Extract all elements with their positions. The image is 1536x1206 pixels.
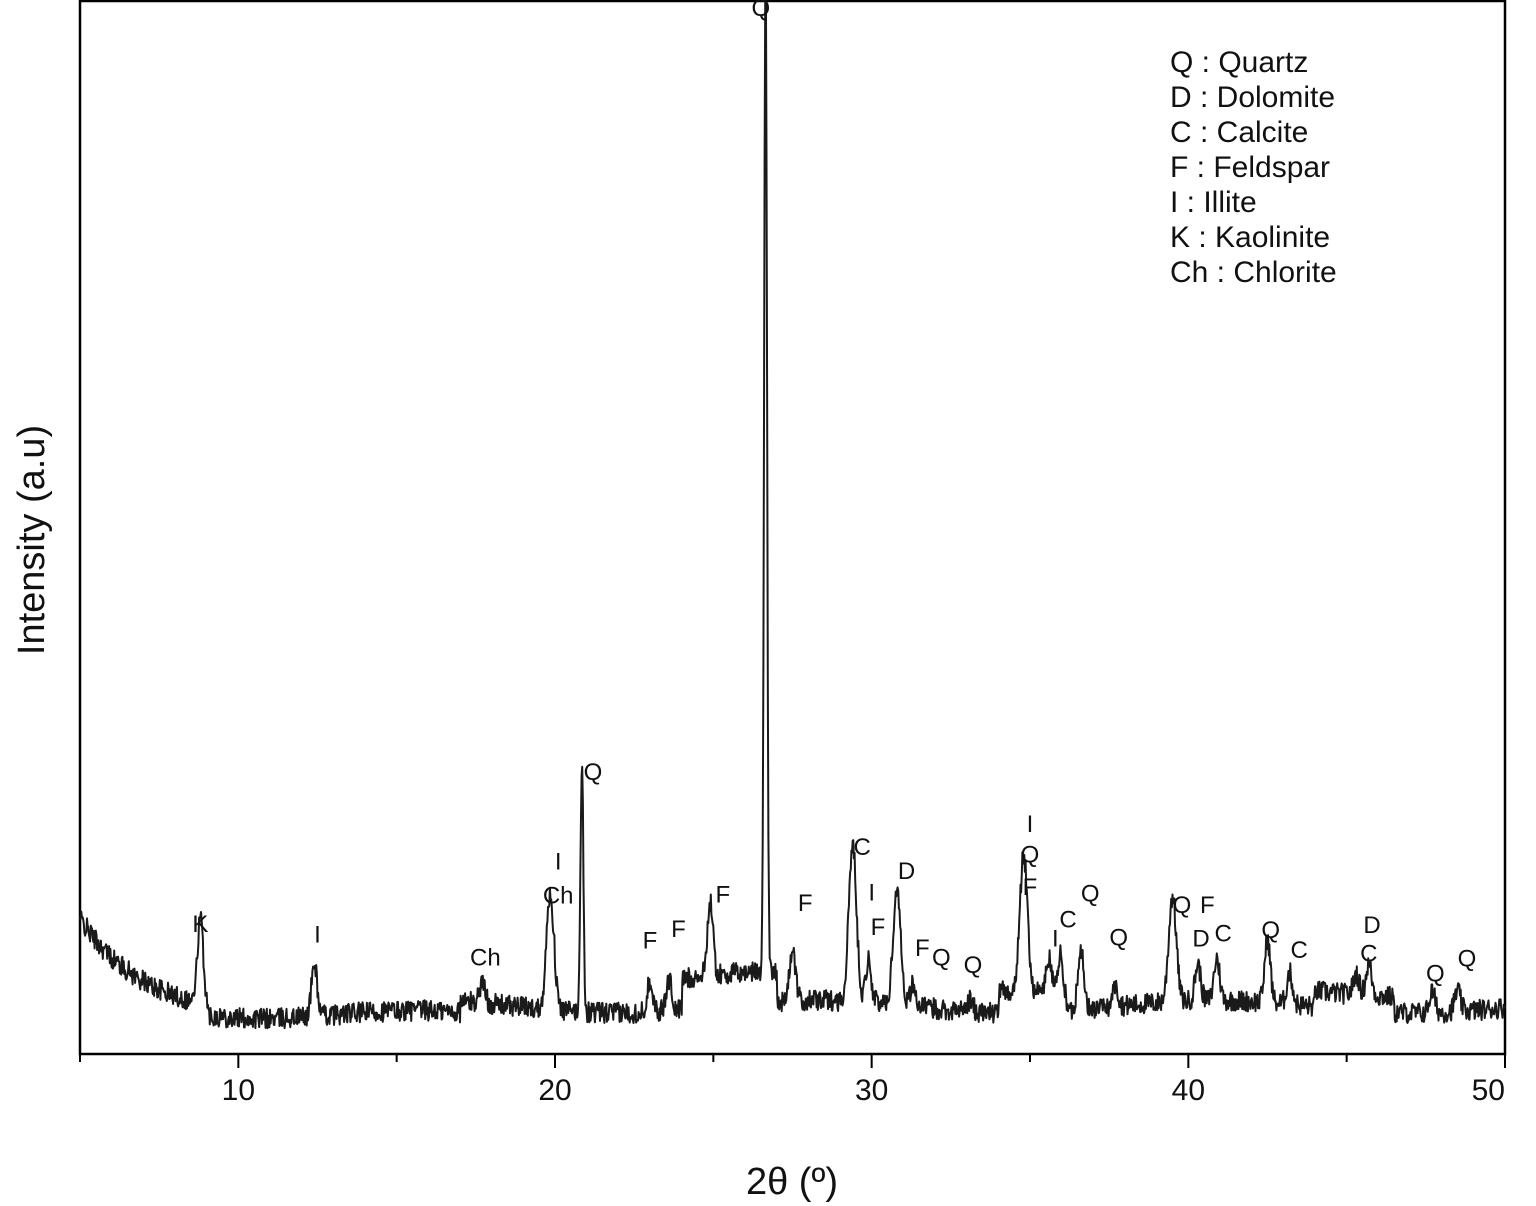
legend-entry: F : Feldspar: [1170, 151, 1330, 184]
legend-entry: D : Dolomite: [1170, 81, 1335, 114]
peak-label: C: [853, 834, 870, 861]
peak-label: C: [1059, 907, 1076, 934]
peak-label: F: [915, 935, 930, 962]
legend-entry: I : Illite: [1170, 186, 1257, 219]
x-axis-tick-labels: 10 20 30 40 50: [222, 1074, 1505, 1107]
peak-label: Q: [1426, 960, 1445, 987]
x-tick-label: 40: [1172, 1074, 1205, 1107]
peak-label: D: [1363, 912, 1380, 939]
peak-label: D: [1192, 926, 1209, 953]
x-tick-label: 30: [855, 1074, 888, 1107]
peak-label: Ch: [470, 945, 501, 972]
peak-label: Q: [932, 945, 951, 972]
x-axis-ticks: [79, 1054, 1506, 1068]
peak-label: C: [1360, 940, 1377, 967]
diffraction-pattern-line: [79, 0, 1506, 1030]
peak-label: Q: [1173, 892, 1192, 919]
peak-label: F: [671, 916, 686, 943]
peak-label: F: [798, 890, 813, 917]
x-tick-label: 10: [222, 1074, 255, 1107]
legend-entry: K : Kaolinite: [1170, 221, 1330, 254]
plot-frame: [78, 0, 1507, 1056]
peak-label: F: [871, 914, 886, 941]
y-axis-title: Intensity (a.u): [11, 425, 53, 655]
peak-label: F: [1200, 892, 1215, 919]
peak-label: Q: [964, 952, 983, 979]
peak-label: C: [1290, 937, 1307, 964]
x-tick-label: 50: [1472, 1074, 1505, 1107]
peak-label: K: [192, 911, 208, 938]
legend-entry: C : Calcite: [1170, 116, 1308, 149]
peak-label: Ch: [543, 882, 574, 909]
peak-label: F: [715, 881, 730, 908]
peak-label: Q: [1081, 880, 1100, 907]
peak-label: I: [314, 921, 321, 948]
peak-label: Q: [1458, 946, 1477, 973]
legend-entry: Ch : Chlorite: [1170, 256, 1337, 289]
peak-label: Q: [1109, 925, 1128, 952]
x-axis-title: 2θ (º): [746, 1161, 838, 1203]
peak-label: I: [868, 879, 875, 906]
peak-label: C: [1214, 920, 1231, 947]
peak-label: I: [1027, 811, 1034, 838]
peak-label: F: [1023, 874, 1038, 901]
x-tick-label: 20: [538, 1074, 571, 1107]
peak-label: D: [898, 858, 915, 885]
peak-label: Q: [584, 759, 603, 786]
peak-label: Q: [751, 0, 770, 22]
peak-label: Q: [1261, 917, 1280, 944]
peak-label: F: [643, 928, 658, 955]
legend-entry: Q : Quartz: [1170, 46, 1308, 79]
peak-label: I: [555, 849, 562, 876]
peak-label: I: [1052, 926, 1059, 953]
peak-label: Q: [1021, 841, 1040, 868]
